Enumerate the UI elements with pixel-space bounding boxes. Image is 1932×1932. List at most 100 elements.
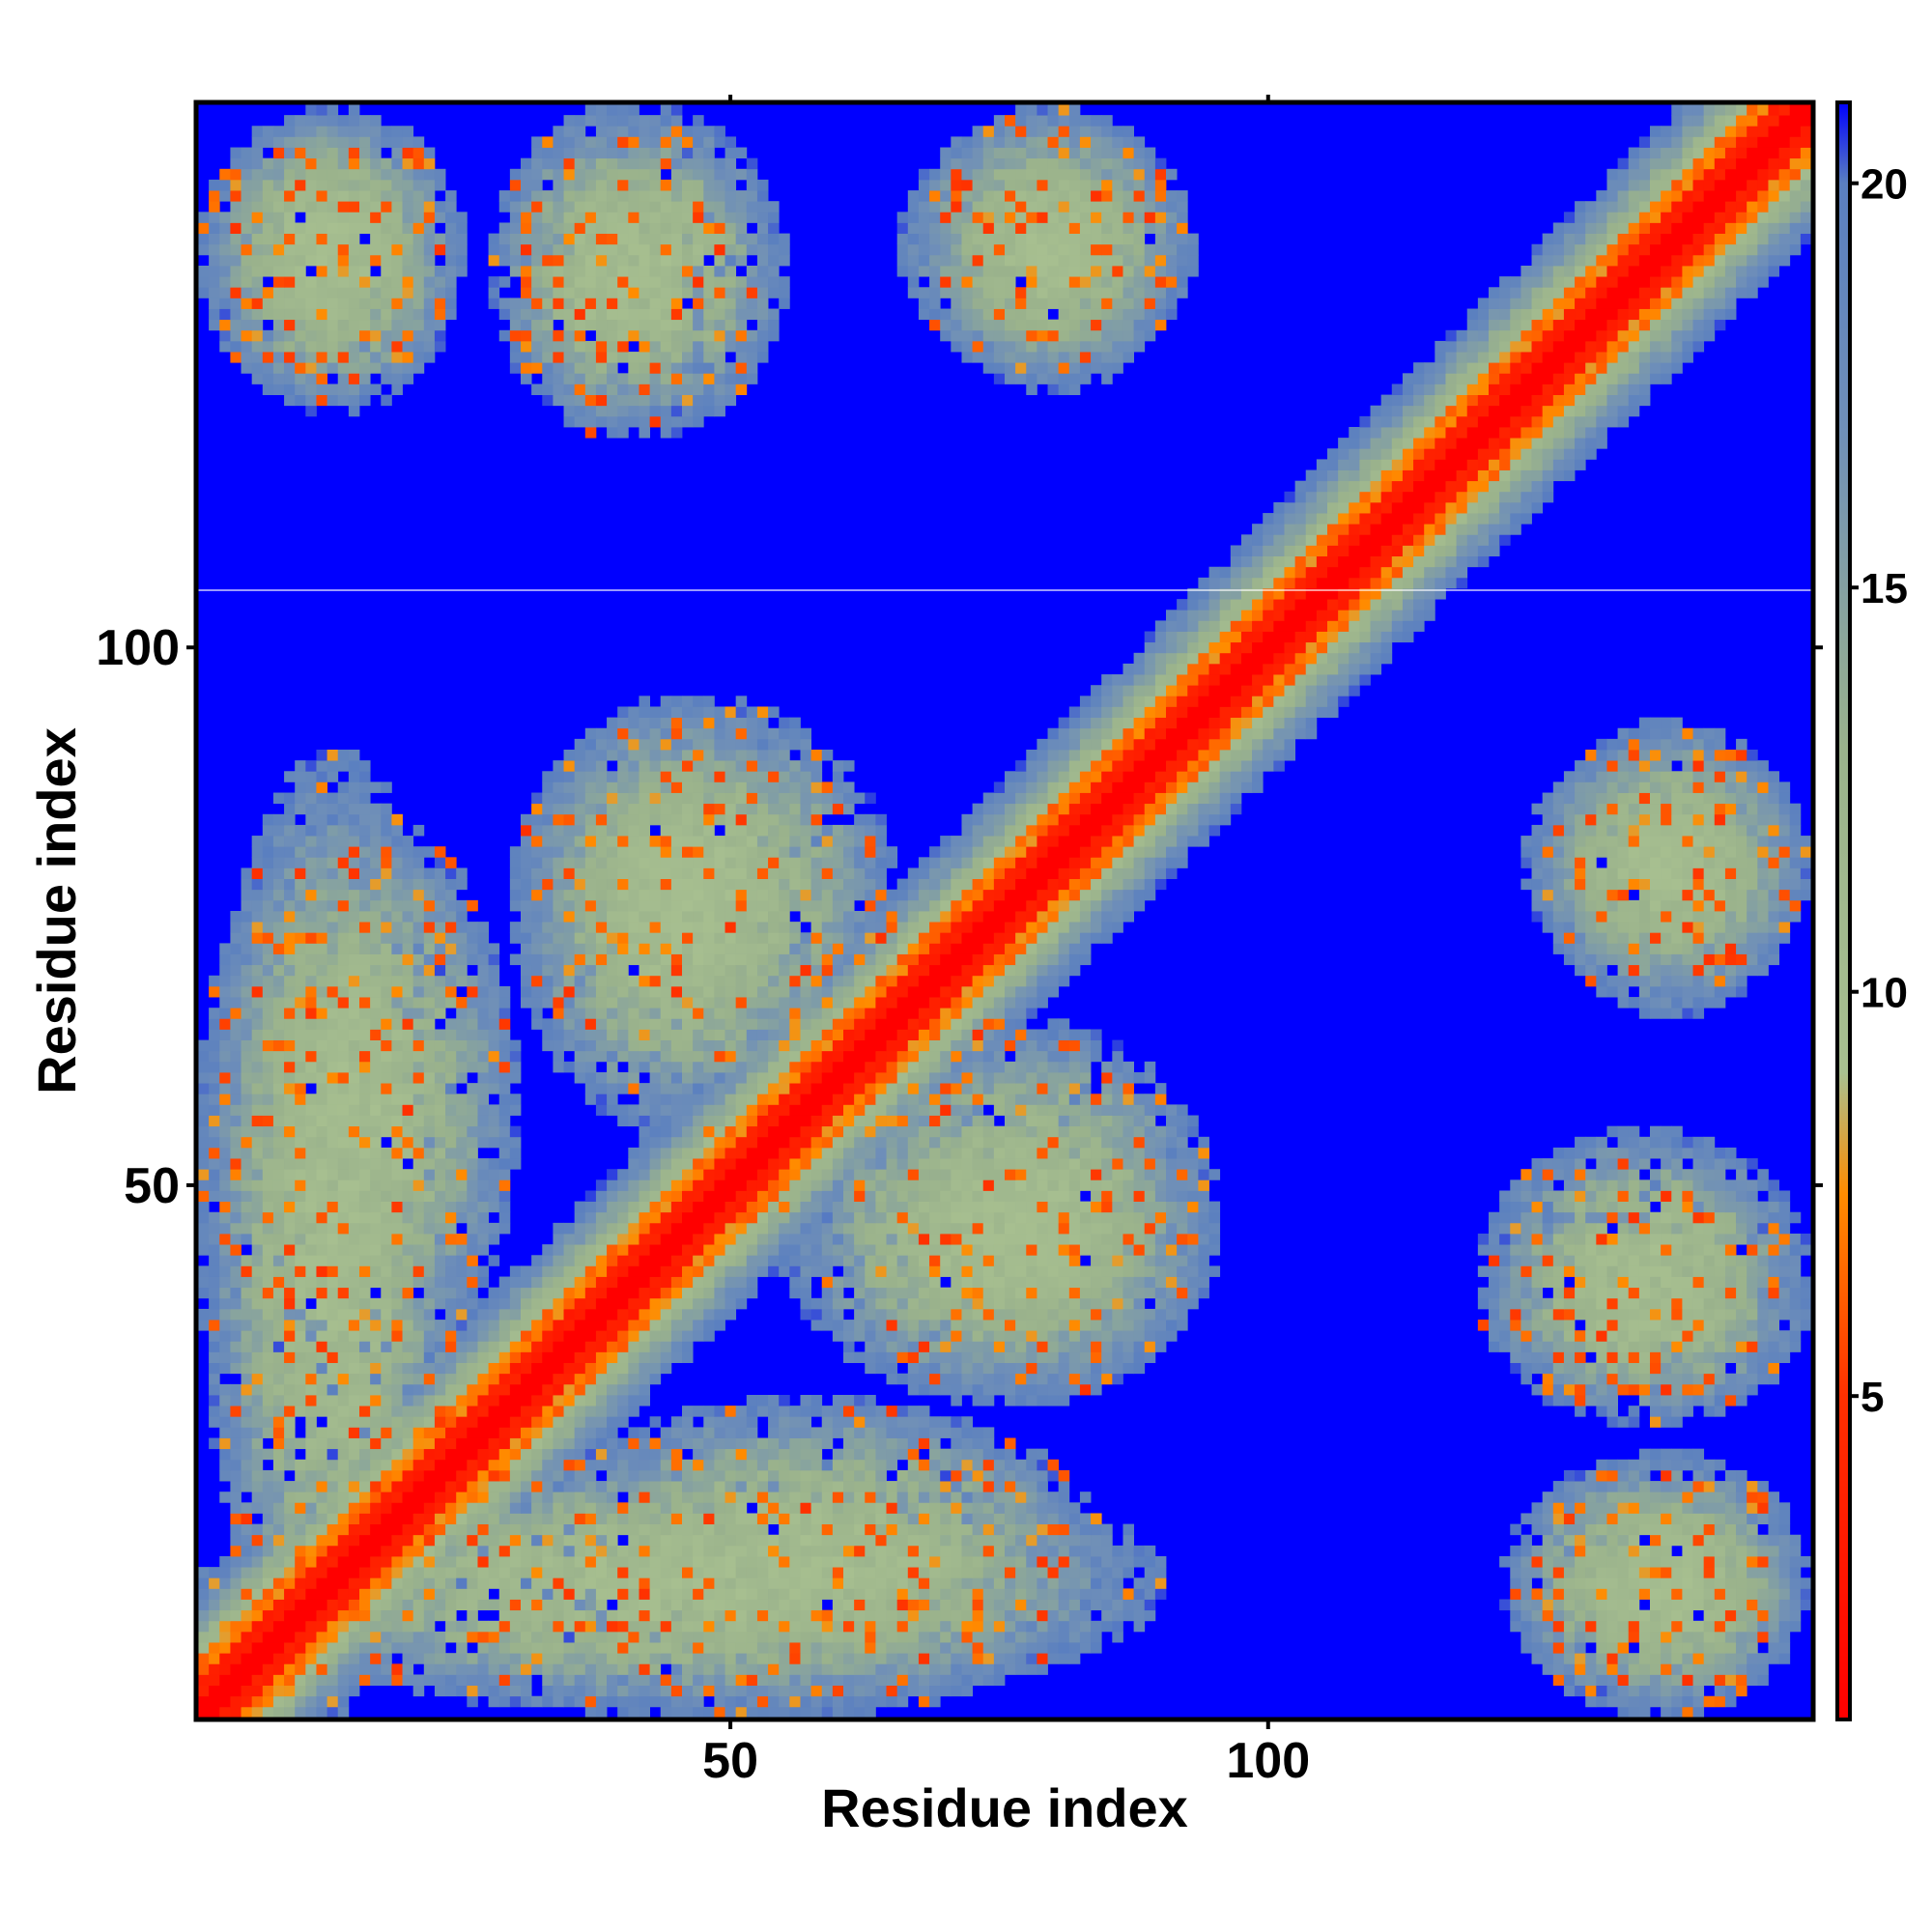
- heatmap-cell: [993, 1297, 1006, 1310]
- heatmap-cell: [509, 1341, 522, 1352]
- heatmap-cell: [230, 1297, 242, 1310]
- heatmap-cell: [445, 1395, 457, 1406]
- heatmap-cell: [1778, 1588, 1791, 1600]
- heatmap-cell: [735, 1685, 748, 1697]
- heatmap-cell: [381, 1513, 392, 1524]
- heatmap-cell: [498, 1469, 511, 1482]
- heatmap-cell: [316, 1320, 327, 1331]
- heatmap-cell: [230, 1567, 242, 1578]
- heatmap-cell: [209, 1674, 220, 1686]
- heatmap-cell: [198, 1620, 210, 1633]
- heatmap-cell: [198, 1222, 210, 1235]
- heatmap-cell: [1747, 1276, 1758, 1289]
- heatmap-cell: [1596, 1642, 1607, 1654]
- heatmap-cell: [1638, 1308, 1651, 1321]
- heatmap-cell: [607, 1341, 618, 1352]
- heatmap-cell: [1747, 1351, 1758, 1363]
- heatmap-cell: [703, 1642, 715, 1654]
- heatmap-cell: [359, 1620, 371, 1633]
- heatmap-cell: [381, 1244, 392, 1256]
- heatmap-cell: [1596, 1481, 1607, 1492]
- heatmap-cell: [327, 1265, 339, 1277]
- heatmap-cell: [896, 1297, 909, 1310]
- heatmap-cell: [854, 1416, 866, 1428]
- heatmap-cell: [746, 1706, 758, 1719]
- heatmap-cell: [886, 1222, 898, 1235]
- heatmap-cell: [381, 1395, 392, 1406]
- heatmap-cell: [574, 1599, 586, 1611]
- heatmap-cell: [875, 1416, 887, 1428]
- heatmap-cell: [756, 1179, 769, 1191]
- heatmap-cell: [800, 1588, 811, 1600]
- heatmap-cell: [628, 1502, 639, 1514]
- heatmap-cell: [1552, 1234, 1565, 1245]
- heatmap-cell: [896, 1545, 909, 1557]
- heatmap-cell: [1026, 1588, 1037, 1600]
- heatmap-cell: [1079, 1351, 1092, 1363]
- heatmap-cell: [337, 1416, 350, 1428]
- heatmap-cell: [1542, 1631, 1554, 1643]
- heatmap-cell: [574, 1502, 586, 1514]
- heatmap-cell: [1617, 1297, 1630, 1310]
- heatmap-cell: [509, 1330, 522, 1342]
- heatmap-cell: [660, 1459, 672, 1471]
- heatmap-cell: [305, 1373, 317, 1385]
- heatmap-cell: [219, 1448, 231, 1461]
- heatmap-cell: [1692, 1567, 1705, 1578]
- heatmap-cell: [359, 1276, 371, 1289]
- heatmap-cell: [1747, 1620, 1758, 1633]
- heatmap-cell: [1778, 1276, 1791, 1289]
- heatmap-cell: [295, 1481, 306, 1492]
- heatmap-cell: [1208, 1265, 1221, 1277]
- heatmap-cell: [628, 1222, 639, 1235]
- heatmap-cell: [584, 1395, 597, 1406]
- heatmap-cell: [607, 1556, 618, 1568]
- heatmap-cell: [1628, 1297, 1640, 1310]
- heatmap-cell: [1091, 1190, 1102, 1202]
- heatmap-cell: [1058, 1620, 1070, 1633]
- heatmap-cell: [456, 1406, 468, 1417]
- heatmap-cell: [875, 1513, 887, 1524]
- heatmap-cell: [1703, 1383, 1716, 1396]
- heatmap-cell: [1208, 1211, 1221, 1224]
- heatmap-cell: [1638, 1190, 1651, 1202]
- heatmap-cell: [693, 1567, 704, 1578]
- heatmap-cell: [595, 1588, 608, 1600]
- heatmap-cell: [1563, 1222, 1576, 1235]
- heatmap-cell: [402, 1373, 414, 1385]
- heatmap-cell: [1489, 1276, 1500, 1289]
- heatmap-cell: [1747, 1674, 1758, 1686]
- heatmap-cell: [1005, 1297, 1016, 1310]
- heatmap-cell: [1058, 1577, 1070, 1589]
- heatmap-cell: [1638, 1341, 1651, 1352]
- heatmap-cell: [402, 1297, 414, 1310]
- heatmap-cell: [918, 1502, 930, 1514]
- heatmap-cell: [1628, 1620, 1640, 1633]
- heatmap-cell: [1747, 1481, 1758, 1492]
- heatmap-cell: [670, 1427, 683, 1438]
- heatmap-cell: [993, 1308, 1006, 1321]
- heatmap-cell: [498, 1609, 511, 1622]
- heatmap-cell: [746, 1631, 758, 1643]
- heatmap-cell: [477, 1416, 489, 1428]
- heatmap-cell: [284, 1534, 296, 1547]
- heatmap-cell: [896, 1416, 909, 1428]
- heatmap-cell: [1047, 1631, 1060, 1643]
- heatmap-cell: [639, 1459, 650, 1471]
- heatmap-cell: [875, 1320, 887, 1331]
- heatmap-cell: [445, 1255, 457, 1266]
- heatmap-cell: [1058, 1341, 1070, 1352]
- heatmap-cell: [467, 1287, 478, 1299]
- heatmap-cell: [337, 1663, 350, 1675]
- heatmap-cell: [1079, 1631, 1092, 1643]
- heatmap-cell: [639, 1502, 650, 1514]
- heatmap-cell: [660, 1620, 672, 1633]
- heatmap-cell: [1047, 1222, 1060, 1235]
- heatmap-cell: [746, 1663, 758, 1675]
- heatmap-cell: [1757, 1513, 1769, 1524]
- heatmap-cell: [982, 1362, 995, 1375]
- heatmap-cell: [251, 1469, 264, 1482]
- heatmap-cell: [1112, 1631, 1123, 1643]
- heatmap-cell: [316, 1642, 327, 1654]
- heatmap-cell: [1661, 1287, 1672, 1299]
